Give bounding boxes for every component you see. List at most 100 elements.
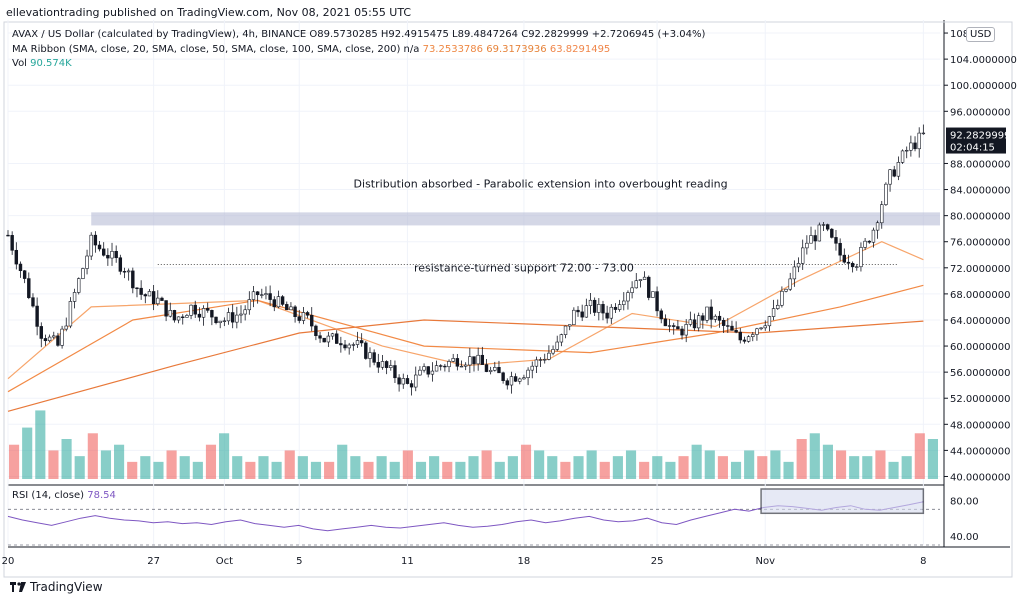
candle-body-120 xyxy=(505,380,509,386)
candle-body-96 xyxy=(405,378,410,384)
candle-body-1 xyxy=(10,235,14,251)
ohlc-values: O89.5730285 H92.4915475 L89.4847264 C92.… xyxy=(309,29,706,40)
candle-body-107 xyxy=(451,358,455,362)
candle-body-183 xyxy=(767,316,772,327)
candle-body-110 xyxy=(463,364,468,367)
x-tick-label-1: 27 xyxy=(147,556,160,567)
candle-body-27 xyxy=(118,257,123,272)
candle-body-66 xyxy=(280,296,285,305)
candle-body-60 xyxy=(255,291,260,296)
tradingview-footer[interactable]: TradingView xyxy=(10,580,103,594)
volume-bar-55 xyxy=(730,461,742,479)
chart-frame xyxy=(3,21,1013,578)
candle-body-77 xyxy=(326,335,331,343)
candle-body-43 xyxy=(185,315,189,318)
candle-body-196 xyxy=(821,224,826,226)
candle-body-65 xyxy=(276,296,281,308)
candle-body-117 xyxy=(493,367,497,371)
rsi-label[interactable]: RSI (14, close) xyxy=(12,490,85,501)
candle-body-220 xyxy=(921,132,926,135)
x-tick-label-0: 20 xyxy=(2,556,15,567)
candle-body-122 xyxy=(513,376,518,382)
candle-body-104 xyxy=(439,365,443,367)
volume-bar-25 xyxy=(337,444,348,479)
candle-body-59 xyxy=(251,291,256,300)
x-tick-label-8: 8 xyxy=(920,556,926,567)
volume-bar-32 xyxy=(429,456,440,479)
rsi-tick-label-0: 80.00 xyxy=(950,496,979,507)
tradingview-logo-icon xyxy=(10,582,26,592)
candle-body-158 xyxy=(663,318,668,327)
candle-body-88 xyxy=(372,352,376,363)
candle-body-46 xyxy=(197,313,202,318)
resistance-zone xyxy=(91,212,940,226)
ma-ribbon-label[interactable]: MA Ribbon (SMA, close, 20, SMA, close, 5… xyxy=(12,44,401,55)
volume-bar-17 xyxy=(232,456,243,479)
candle-body-68 xyxy=(289,306,293,311)
y-tick-label-15: 104.0000000 xyxy=(950,55,1017,66)
candle-body-37 xyxy=(160,297,164,301)
candle-body-140 xyxy=(588,299,593,306)
volume-bar-7 xyxy=(100,450,112,479)
symbol-label[interactable]: AVAX / US Dollar (calculated by TradingV… xyxy=(12,29,307,40)
volume-bar-65 xyxy=(862,456,873,479)
candle-body-218 xyxy=(913,142,917,150)
volume-bar-38 xyxy=(507,456,518,479)
candle-body-157 xyxy=(659,310,663,320)
candle-body-23 xyxy=(101,248,106,256)
candle-body-115 xyxy=(484,364,489,372)
vol-label[interactable]: Vol xyxy=(12,58,27,69)
candle-body-31 xyxy=(135,287,139,290)
vol-value: 90.574K xyxy=(30,58,72,69)
brand-label: TradingView xyxy=(30,580,103,594)
volume-bar-48 xyxy=(639,461,650,479)
volume-bar-61 xyxy=(809,433,820,479)
volume-bar-13 xyxy=(179,456,190,479)
candle-body-56 xyxy=(239,313,243,316)
candle-body-108 xyxy=(455,358,460,367)
candle-body-39 xyxy=(168,310,172,317)
y-tick-label-13: 96.0000000 xyxy=(950,107,1010,118)
volume-bar-64 xyxy=(849,456,860,479)
volume-bar-58 xyxy=(770,450,781,479)
candle-body-48 xyxy=(206,308,210,311)
candles-group xyxy=(6,124,926,396)
candle-body-186 xyxy=(780,290,784,306)
candle-body-205 xyxy=(859,247,863,268)
volume-bar-59 xyxy=(783,461,794,479)
volume-bar-9 xyxy=(127,461,138,479)
candle-body-219 xyxy=(917,132,921,150)
candle-body-145 xyxy=(609,306,614,319)
volume-bar-16 xyxy=(219,433,230,479)
candle-body-153 xyxy=(642,276,647,280)
candle-body-165 xyxy=(692,319,697,329)
volume-bar-52 xyxy=(691,444,702,479)
candle-body-134 xyxy=(563,325,568,335)
candle-body-198 xyxy=(830,228,834,238)
currency-button[interactable]: USD xyxy=(966,27,996,42)
candle-body-13 xyxy=(60,328,64,346)
volume-bar-5 xyxy=(74,456,85,479)
candle-body-52 xyxy=(222,320,227,322)
candle-body-97 xyxy=(409,383,414,388)
candle-body-79 xyxy=(334,333,339,344)
published-header: ellevationtrading published on TradingVi… xyxy=(6,6,412,19)
candle-body-195 xyxy=(817,224,822,242)
candle-body-42 xyxy=(181,316,185,318)
candle-body-28 xyxy=(122,271,127,273)
candle-body-47 xyxy=(201,308,206,318)
candle-body-118 xyxy=(497,367,501,374)
annotation-support: resistance-turned support 72.00 - 73.00 xyxy=(414,262,634,275)
candle-body-85 xyxy=(359,340,364,344)
candle-body-92 xyxy=(389,365,393,368)
legend-ma-row: MA Ribbon (SMA, close, 20, SMA, close, 5… xyxy=(12,44,610,55)
volume-bar-23 xyxy=(310,461,322,479)
candle-body-5 xyxy=(27,278,31,298)
candle-body-113 xyxy=(476,354,480,365)
candle-body-17 xyxy=(77,278,81,293)
candle-body-89 xyxy=(376,362,381,368)
candle-body-215 xyxy=(900,150,905,163)
volume-bar-26 xyxy=(350,456,361,479)
candle-body-62 xyxy=(264,293,268,296)
candle-body-63 xyxy=(268,293,272,300)
